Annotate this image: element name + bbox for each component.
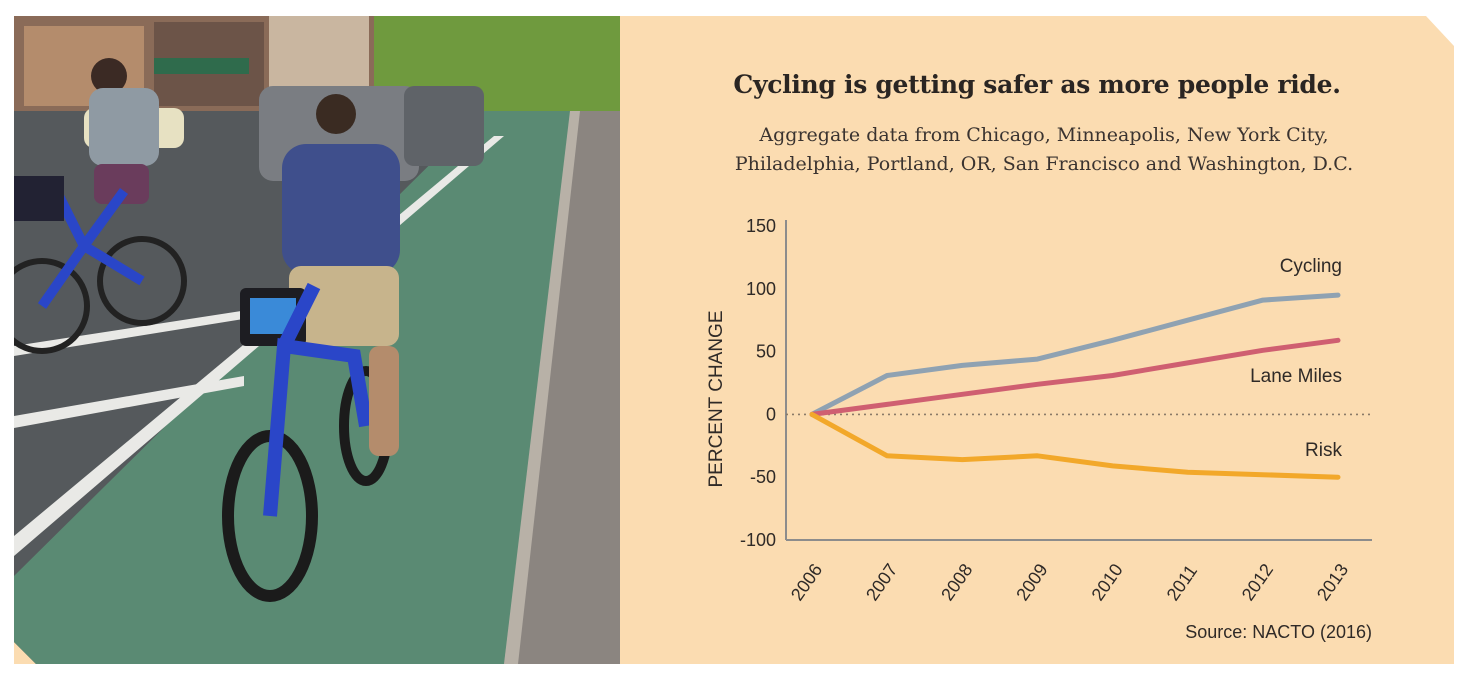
y-tick-label: -50 [750, 467, 776, 487]
y-tick-label: -100 [740, 530, 776, 550]
chart-subtitle: Aggregate data from Chicago, Minneapolis… [704, 121, 1384, 179]
series-line-risk [809, 411, 1341, 480]
series-line-lane-miles [809, 337, 1341, 417]
x-tick-label: 2009 [1012, 560, 1051, 604]
cyclists-photo [14, 16, 620, 664]
x-tick-label: 2012 [1238, 560, 1277, 604]
x-tick-label: 2011 [1163, 561, 1202, 604]
series-label: Cycling [1280, 256, 1342, 277]
line-chart: 150 100 50 0 -50 -100 PERCENT CHANGE 2006 2007 20… [620, 16, 1454, 664]
infographic-card: Cycling is getting safer as more people … [14, 16, 1454, 664]
y-axis-label: PERCENT CHANGE [706, 310, 727, 487]
chart-title: Cycling is getting safer as more people … [733, 70, 1341, 99]
series-line-cycling [809, 292, 1341, 417]
x-tick-label: 2008 [937, 560, 976, 604]
y-tick-label: 150 [746, 216, 776, 236]
series-label: Lane Miles [1250, 366, 1342, 387]
subtitle-line-2: Philadelphia, Portland, OR, San Francisc… [734, 153, 1354, 175]
source-note: Source: NACTO (2016) [1185, 622, 1372, 642]
chart-axes: 150 100 50 0 -50 -100 PERCENT CHANGE 2006 2007 20… [706, 216, 1372, 604]
x-tick-label: 2006 [787, 560, 826, 604]
y-tick-label: 100 [746, 279, 776, 299]
x-tick-label: 2013 [1313, 560, 1352, 604]
y-tick-label: 50 [756, 342, 776, 362]
x-tick-label: 2010 [1087, 560, 1126, 604]
series-label: Risk [1305, 440, 1342, 461]
y-tick-label: 0 [766, 404, 776, 424]
subtitle-line-1: Aggregate data from Chicago, Minneapolis… [759, 124, 1329, 146]
x-tick-label: 2007 [862, 560, 901, 604]
chart-labels: Cycling Lane Miles Risk [1250, 256, 1342, 461]
series-lines [809, 292, 1341, 480]
